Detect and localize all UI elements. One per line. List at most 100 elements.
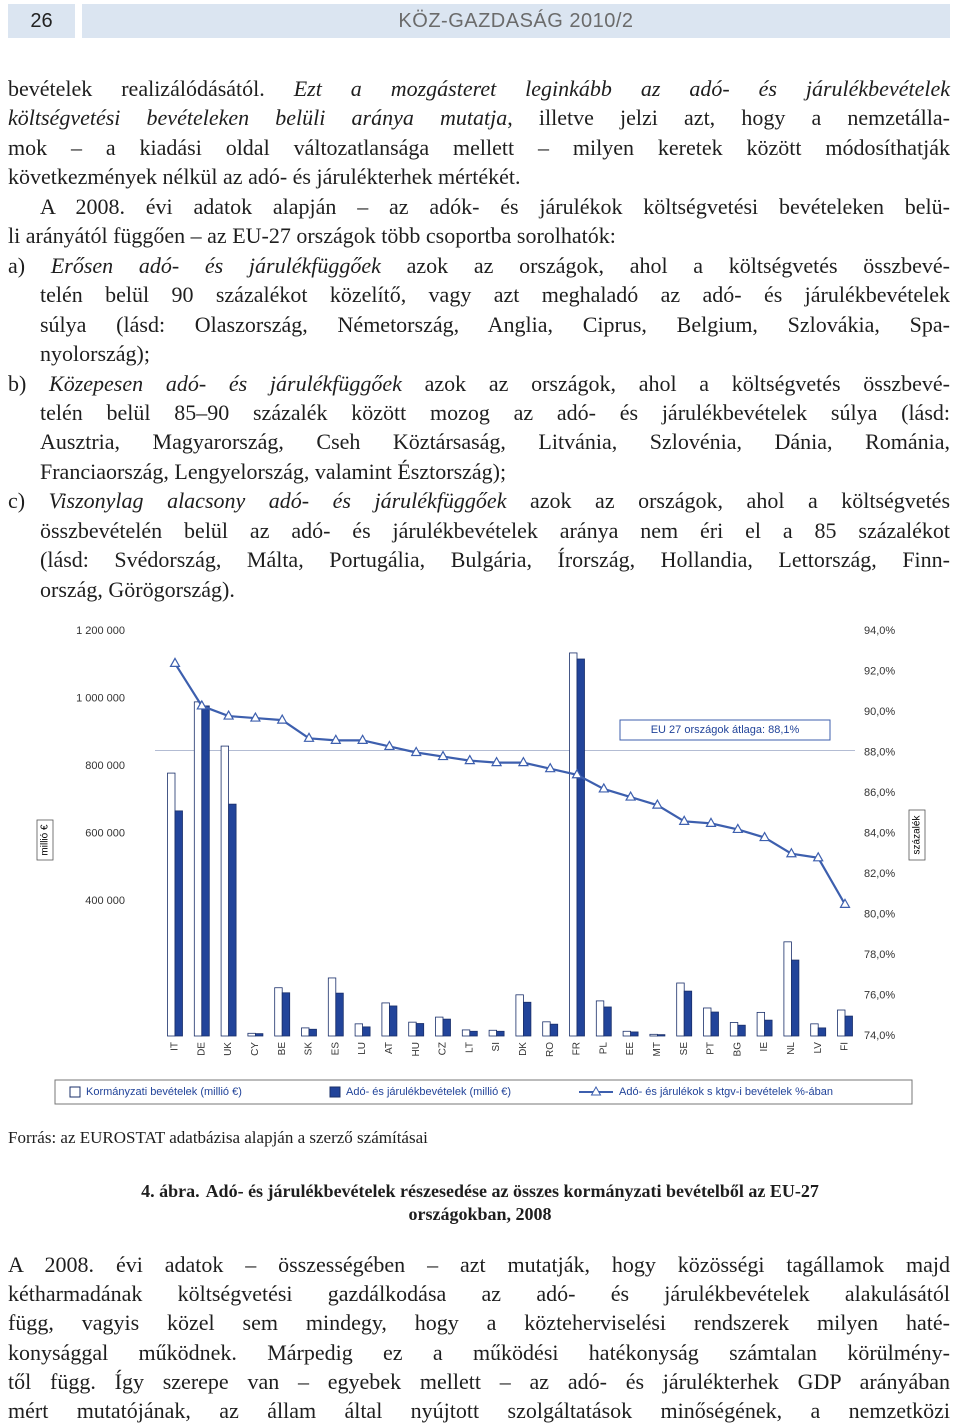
bar: [335, 992, 344, 1037]
bar: [301, 1027, 310, 1037]
bar: [461, 1029, 471, 1037]
bar: [549, 1023, 559, 1037]
text-run: súlya (lásd: Olaszország, Németország, A…: [40, 311, 950, 337]
line-marker: [303, 732, 315, 742]
line-marker: [625, 790, 637, 801]
text-run: Franciaország, Lengyelország, valamint É…: [40, 458, 507, 484]
bar: [603, 1006, 612, 1037]
figure-title: Adó- és járulékbevételek részesedése az …: [205, 1181, 819, 1201]
line-marker: [598, 782, 610, 793]
bar: [220, 745, 230, 1037]
bar: [274, 987, 283, 1037]
line-marker: [410, 746, 422, 757]
legend-label: Adó- és járulékok s ktgv-i bevételek %-á…: [619, 1086, 833, 1098]
line-marker: [330, 734, 342, 744]
line-marker: [249, 711, 261, 722]
line-marker: [812, 851, 824, 862]
source-note: Forrás: az EUROSTAT adatbázisa alapján a…: [8, 1128, 428, 1147]
text-line: összbevételén belül az adó- és járulékbe…: [40, 516, 950, 545]
bar: [442, 1018, 451, 1037]
bar: [817, 1027, 827, 1037]
bar: [408, 1021, 417, 1037]
y2-tick-label: 74,0%: [864, 1030, 895, 1042]
bar: [649, 1033, 658, 1037]
y2-tick-label: 90,0%: [864, 706, 895, 718]
bar: [254, 1033, 264, 1037]
line-marker: [464, 754, 476, 765]
legend-swatch: [69, 1086, 81, 1098]
text-run: azok az országok, ahol a költségvetés: [506, 488, 951, 514]
y-tick-label: 800 000: [85, 760, 125, 772]
text-run: a): [8, 252, 51, 278]
journal-title: KÖZ-GAZDASÁG 2010/2: [82, 4, 950, 38]
text-run: azok az országok, ahol a költségvetés ös…: [380, 252, 950, 278]
x-tick-label: FI: [840, 1042, 851, 1051]
x-tick-label: UK: [223, 1042, 234, 1056]
bar: [174, 810, 183, 1037]
text-line: től függ. Így szerepe van – egyebek mell…: [8, 1368, 950, 1394]
text-run: , illetve jelzi azt, hogy a nemzetálla-: [507, 105, 950, 131]
y-tick-label: 400 000: [85, 895, 125, 907]
text-run: telén belül 90 százalékot közelítő, vagy…: [40, 282, 950, 308]
text-line: konysággal működnek. Márpedig ez a működ…: [8, 1339, 950, 1365]
legend-box: [54, 1079, 913, 1105]
x-tick-label: DE: [196, 1042, 207, 1056]
text-run: Ausztria, Magyarország, Cseh Köztársaság…: [40, 429, 950, 455]
text-line: Ausztria, Magyarország, Cseh Köztársaság…: [40, 427, 950, 456]
y2-tick-label: 80,0%: [864, 908, 895, 920]
text-line: A 2008. évi adatok – összességében – azt…: [8, 1252, 950, 1277]
text-run: nyolország);: [40, 341, 150, 367]
bar: [469, 1030, 478, 1037]
figure-label: 4. ábra.: [141, 1181, 200, 1201]
bar: [496, 1030, 505, 1037]
x-tick-label: DK: [518, 1042, 529, 1056]
y2-tick-label: 86,0%: [864, 787, 895, 799]
bar: [523, 1001, 532, 1037]
bar: [488, 1029, 498, 1037]
bar: [595, 1000, 605, 1037]
legend-label: Kormányzati bevételek (millió €): [86, 1086, 242, 1098]
text-run: (lásd: Svédország, Málta, Portugália, Bu…: [40, 547, 950, 573]
text-run: következmények nélkül az adó- és járulék…: [8, 164, 521, 190]
bar: [542, 1021, 551, 1037]
text-line: a) Erősen adó- és járulékfüggőek azok az…: [8, 251, 950, 280]
x-tick-label: ES: [330, 1042, 341, 1056]
y2-tick-label: 94,0%: [864, 625, 895, 637]
x-tick-label: SI: [491, 1042, 502, 1051]
bar: [193, 701, 203, 1037]
line-marker: [223, 709, 235, 720]
x-tick-label: IE: [759, 1042, 770, 1052]
bar: [630, 1031, 639, 1037]
line-marker: [839, 898, 851, 908]
x-tick-label: LV: [813, 1042, 824, 1054]
text-run: Ezt a mozgásteret leginkább az adó- és j…: [293, 76, 950, 101]
caption-line: országokban, 2008: [408, 1204, 552, 1224]
y-tick-label: 600 000: [85, 827, 125, 839]
bar: [327, 977, 337, 1037]
legend-marker: [590, 1085, 602, 1096]
text-line: telén belül 85–90 százalék között mozog …: [40, 398, 950, 427]
bar: [729, 1022, 739, 1037]
y-tick-label: 1 200 000: [76, 625, 125, 637]
text-line: súlya (lásd: Olaszország, Németország, A…: [40, 310, 950, 339]
bar: [415, 1023, 425, 1037]
text-run: c): [8, 488, 49, 514]
text-line: következmények nélkül az adó- és járulék…: [8, 162, 950, 191]
bar: [783, 941, 792, 1037]
line-marker: [705, 817, 717, 827]
bar: [791, 959, 800, 1037]
text-line: mért mutatójának, az állam által nyújtot…: [8, 1398, 950, 1423]
x-tick-label: BE: [277, 1042, 288, 1056]
bar: [167, 772, 176, 1037]
text-run: Közepesen adó- és járulékfüggőek: [49, 370, 402, 396]
text-line: költségvetési bevételeken belüli aránya …: [8, 103, 950, 132]
text-run: azok az országok, ahol a költségvetés ös…: [401, 370, 950, 396]
annotation-label: EU 27 országok átlaga: 88,1%: [651, 724, 800, 736]
bar: [354, 1023, 364, 1037]
line-marker: [437, 750, 449, 761]
x-tick-label: FR: [572, 1042, 583, 1055]
line-marker: [678, 815, 690, 825]
bar: [703, 1007, 712, 1037]
line-marker: [571, 768, 583, 779]
